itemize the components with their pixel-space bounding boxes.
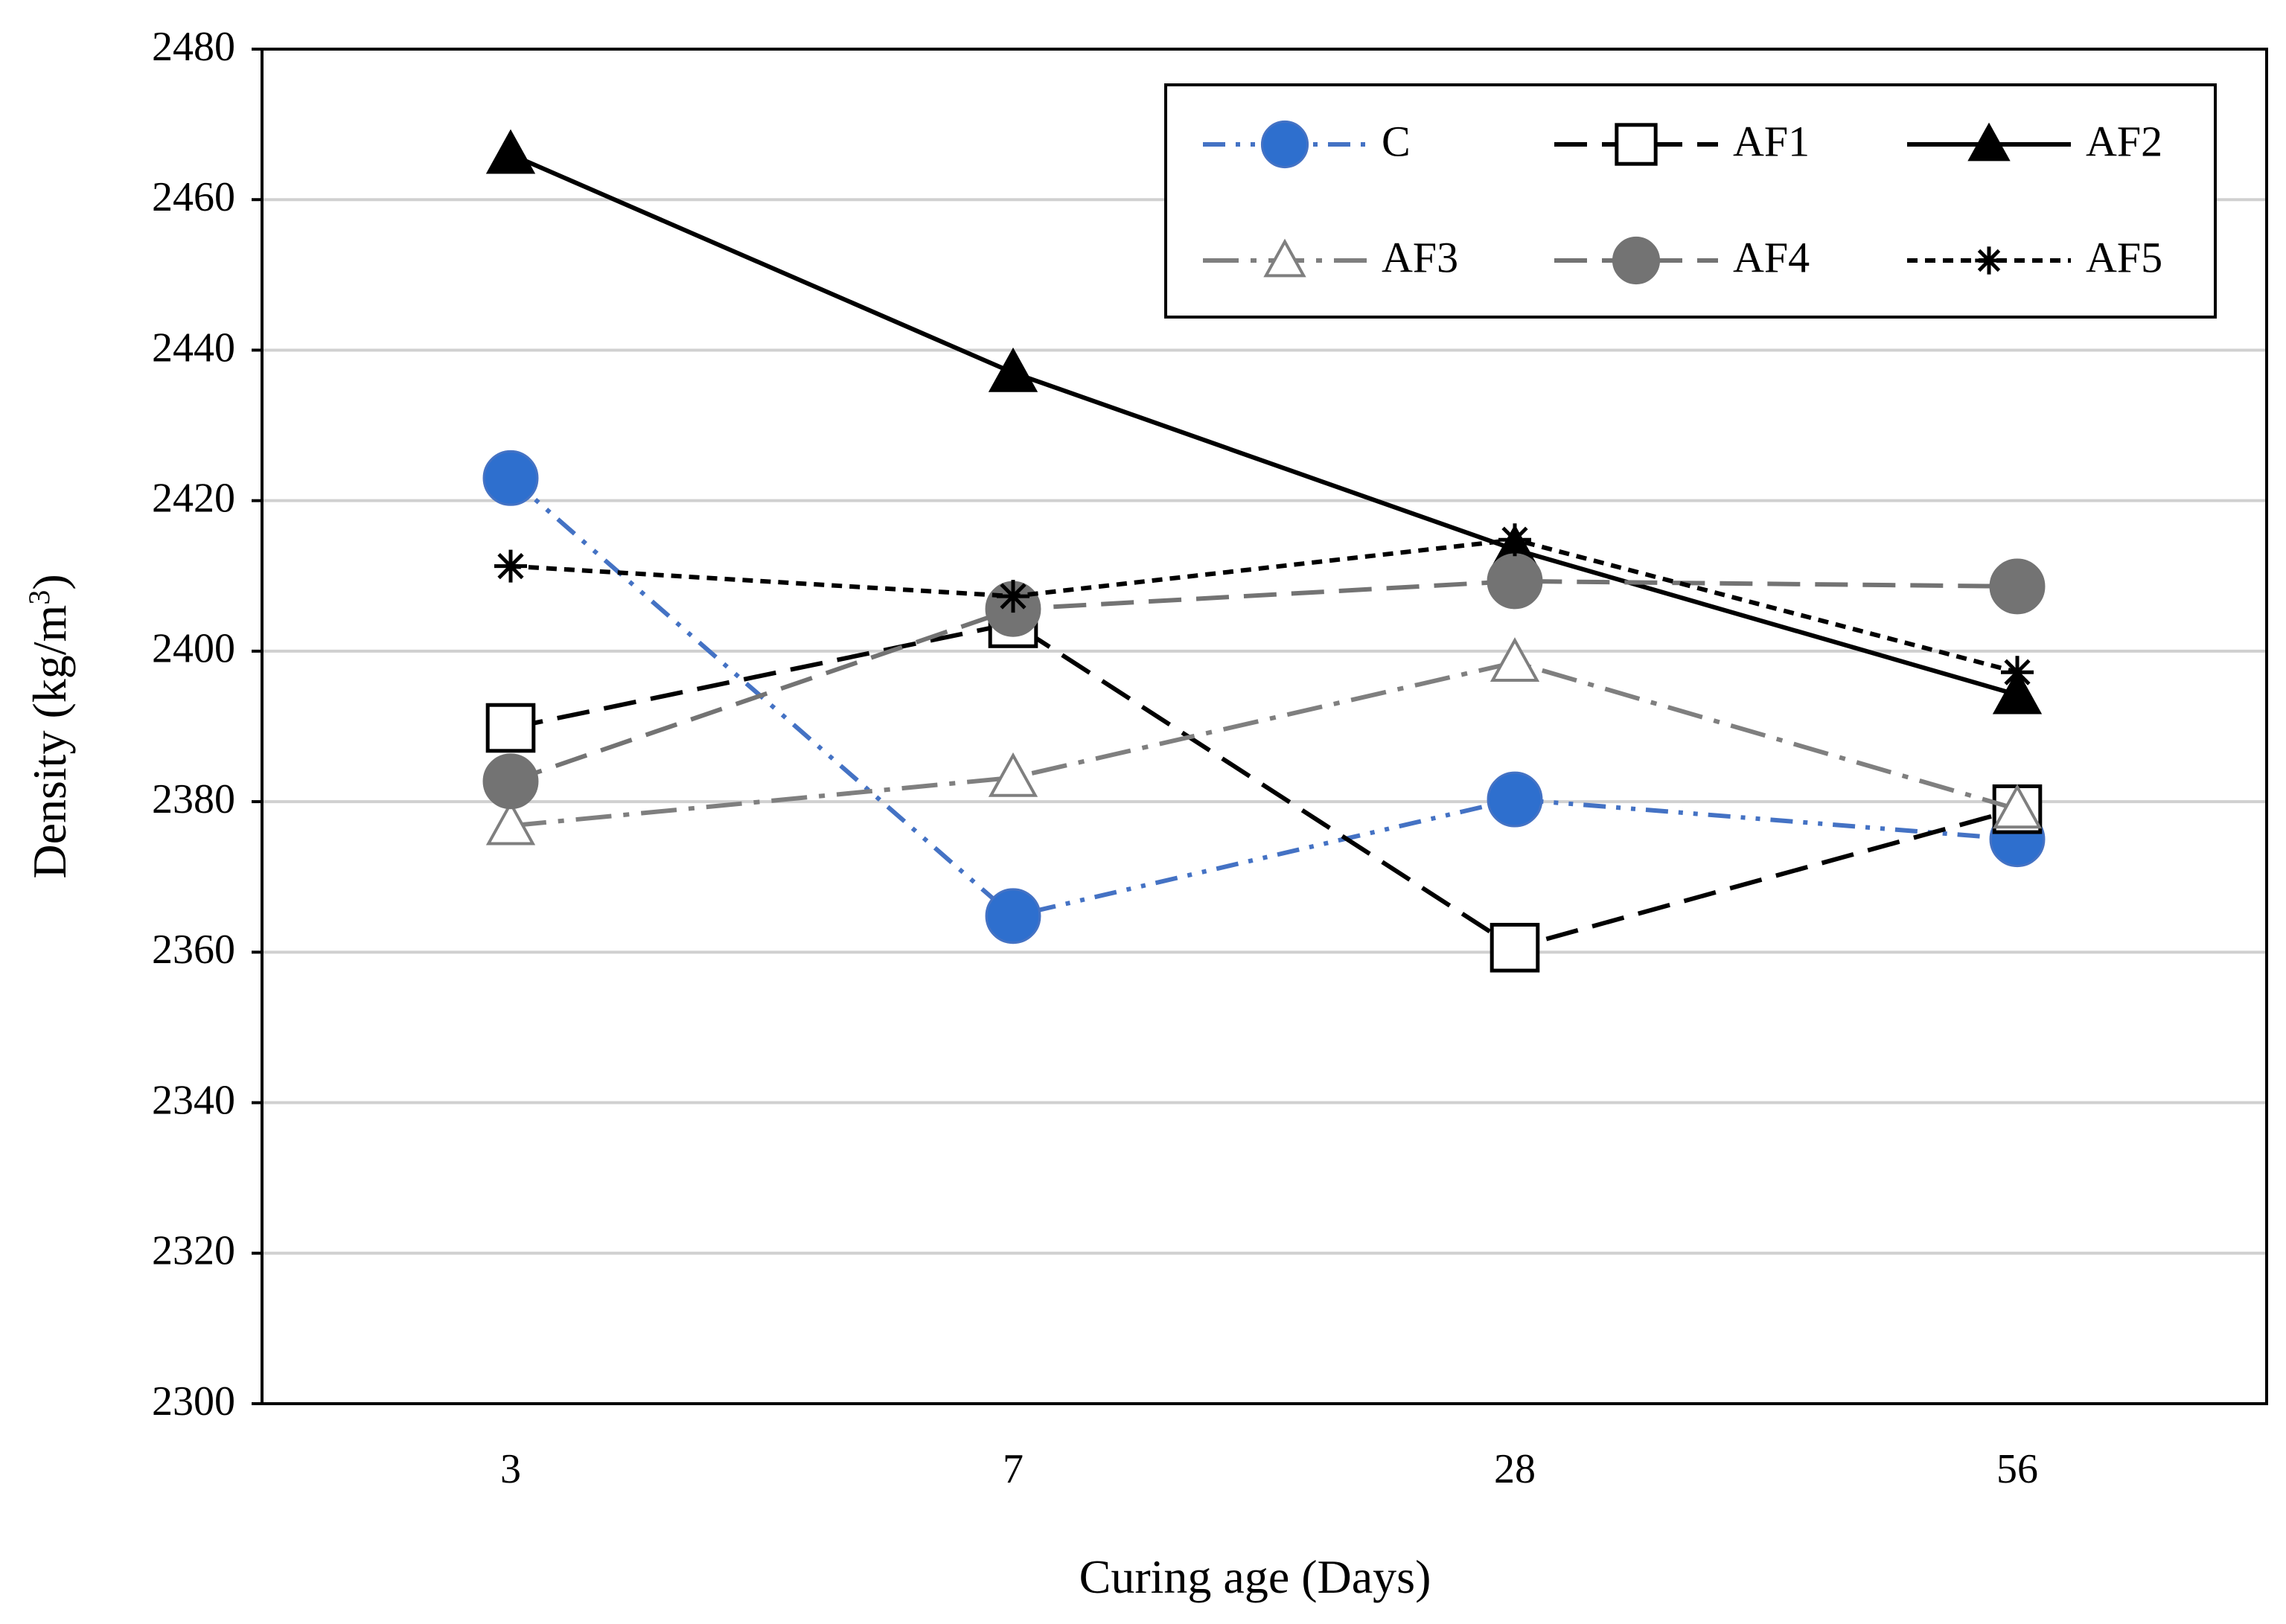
series-line-af4 [510, 578, 2018, 784]
data-point-af2 [485, 129, 536, 174]
legend-entry-af3: AF3 [1203, 233, 1458, 281]
legend-entries: C AF1 AF2 AF3 AF4 AF5 [1203, 117, 2162, 285]
legend-entry-c: C [1203, 117, 1411, 169]
series-line-af1 [510, 621, 2018, 950]
legend-entry-af1: AF1 [1554, 117, 1810, 166]
data-point-af4 [482, 753, 539, 810]
legend-marker-af5 [1975, 246, 2003, 275]
x-axis-ticks: 3 7 28 56 [500, 1446, 2038, 1492]
data-point-af3 [988, 752, 1038, 797]
series-af5 [494, 523, 2034, 689]
legend-label: AF5 [2086, 233, 2162, 281]
data-point-af3 [1992, 784, 2043, 829]
data-point-af5 [997, 580, 1029, 613]
data-point-c [482, 450, 539, 506]
y-axis-title-sup: 3 [22, 590, 56, 605]
legend-box [1164, 83, 2217, 319]
y-tick-label: 2440 [152, 325, 235, 371]
series-layer [482, 129, 2046, 973]
y-axis-title-close: ) [23, 574, 76, 589]
x-tick-label: 3 [500, 1446, 521, 1492]
series-af3 [485, 637, 2043, 845]
y-axis-title-main: Density (kg/m [23, 605, 76, 879]
x-tick-label: 7 [1003, 1446, 1024, 1492]
y-tick-label: 2380 [152, 776, 235, 822]
y-tick-label: 2420 [152, 476, 235, 522]
legend-entry-af4: AF4 [1554, 233, 1810, 285]
legend-label: AF3 [1382, 233, 1458, 281]
legend: C AF1 AF2 AF3 AF4 AF5 [1164, 83, 2217, 319]
series-line-af5 [510, 537, 2018, 675]
legend-marker-af4 [1612, 236, 1661, 285]
legend-entry-af5: AF5 [1907, 233, 2162, 281]
data-point-c [1487, 771, 1543, 828]
data-point-af5 [1498, 523, 1531, 557]
data-point-af4 [1487, 553, 1543, 610]
y-tick-label: 2480 [152, 24, 235, 70]
y-axis-title: Density (kg/m3) [22, 574, 77, 878]
y-tick-label: 2460 [152, 174, 235, 220]
data-point-af1 [485, 703, 536, 753]
data-point-c [985, 888, 1041, 944]
data-point-af4 [1989, 558, 2046, 615]
legend-marker-af3 [1263, 238, 1306, 278]
legend-label: C [1382, 117, 1411, 165]
x-axis-title: Curing age (Days) [1079, 1550, 1431, 1603]
data-point-af2 [988, 347, 1038, 392]
y-tick-label: 2400 [152, 626, 235, 672]
legend-marker-af2 [1967, 122, 2011, 162]
plot-area-border [261, 48, 2268, 1405]
data-point-af3 [485, 800, 536, 845]
legend-marker-af1 [1615, 123, 1658, 166]
x-tick-label: 56 [1996, 1446, 2038, 1492]
y-tick-label: 2320 [152, 1228, 235, 1274]
data-point-af5 [2001, 656, 2034, 689]
legend-label: AF2 [2086, 117, 2162, 165]
y-axis-ticks: 2300 2320 2340 2360 2380 2400 2420 2440 2460 2480 [152, 24, 262, 1425]
legend-label: AF1 [1733, 117, 1810, 165]
y-tick-label: 2300 [152, 1378, 235, 1425]
data-point-af1 [1490, 922, 1540, 973]
y-tick-label: 2340 [152, 1077, 235, 1123]
y-tick-label: 2360 [152, 927, 235, 973]
data-point-af5 [494, 549, 527, 583]
legend-entry-af2: AF2 [1907, 117, 2162, 165]
series-line-af2 [509, 152, 2018, 697]
x-tick-label: 28 [1494, 1446, 1536, 1492]
data-point-af2 [1992, 669, 2043, 715]
legend-marker-c [1260, 120, 1309, 169]
legend-label: AF4 [1733, 233, 1810, 281]
gridlines [262, 198, 2267, 1255]
data-point-af3 [1490, 637, 1540, 682]
